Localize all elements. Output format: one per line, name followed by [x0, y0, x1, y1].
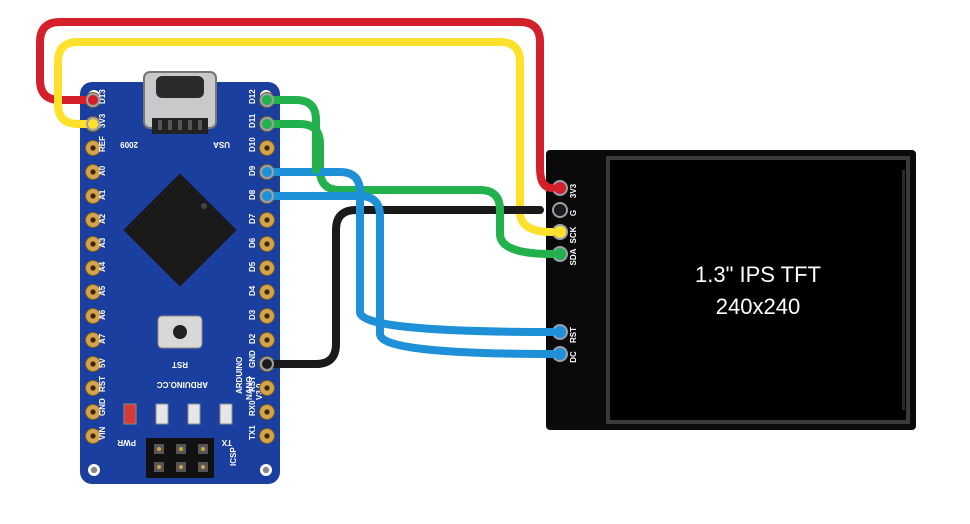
tft-module: 1.3" IPS TFT 240x240 3V3 G SCK SDA RST DC [546, 150, 916, 430]
tft-title2: 240x240 [716, 294, 800, 319]
label-tft-3v3: 3V3 [569, 183, 578, 198]
label-icsp: ICSP [229, 447, 238, 466]
label-tft-sck: SCK [569, 226, 578, 243]
label-pin-gnd: GND [248, 350, 257, 368]
led-l [156, 404, 168, 424]
label-pin-5v: 5V [98, 358, 107, 368]
label-rst: RST [172, 360, 188, 369]
label-pin-d5: D5 [248, 261, 257, 272]
label-arduino: ARDUINO [235, 357, 244, 394]
label-pin-a4: A4 [98, 261, 107, 272]
label-pin-ref: REF [98, 136, 107, 152]
label-tft-dc: DC [569, 351, 578, 363]
label-pin-a7: A7 [98, 333, 107, 344]
wire-sda-d11 [266, 124, 552, 254]
label-year: 2009 [120, 140, 138, 149]
tft-pin-gnd [554, 204, 566, 216]
label-pin-a6: A6 [98, 309, 107, 320]
label-pin-rst: RST [248, 376, 257, 392]
label-pin-d12: D12 [248, 89, 257, 104]
label-site: ARDUINO.CC [157, 380, 208, 389]
usb-connector [144, 72, 216, 134]
label-pin-a0: A0 [98, 165, 107, 176]
label-pin-d10: D10 [248, 137, 257, 152]
tft-title1: 1.3" IPS TFT [695, 262, 821, 287]
label-pin-d6: D6 [248, 237, 257, 248]
label-pin-d11: D11 [248, 113, 257, 128]
led-pwr [124, 404, 136, 424]
label-pin-a1: A1 [98, 189, 107, 200]
label-tft-gnd: G [569, 210, 578, 216]
tft-screen [610, 160, 906, 420]
label-pin-tx1: TX1 [248, 425, 257, 440]
label-led-pwr: PWR [117, 438, 136, 447]
label-tft-rst: RST [569, 327, 578, 343]
label-tft-sda: SDA [569, 248, 578, 265]
label-pin-vin: VIN [98, 426, 107, 440]
label-led-tx: TX [221, 438, 232, 447]
label-pin-d3: D3 [248, 309, 257, 320]
led-rx [188, 404, 200, 424]
label-pin-d2: D2 [248, 333, 257, 344]
label-pin-a5: A5 [98, 285, 107, 296]
label-pin-rst: RST [98, 376, 107, 392]
label-pin-d7: D7 [248, 213, 257, 224]
label-pin-d4: D4 [248, 285, 257, 296]
label-pin-a2: A2 [98, 213, 107, 224]
arduino-nano: USA2009RSTARDUINO.CCARDUINONANOV3.0PWRLR… [80, 72, 280, 484]
label-pin-gnd: GND [98, 398, 107, 416]
label-pin-rx0: RX0 [248, 400, 257, 416]
label-pin-d9: D9 [248, 165, 257, 176]
label-pin-d8: D8 [248, 189, 257, 200]
label-pin-a3: A3 [98, 237, 107, 248]
label-usa: USA [213, 140, 230, 149]
led-tx [220, 404, 232, 424]
